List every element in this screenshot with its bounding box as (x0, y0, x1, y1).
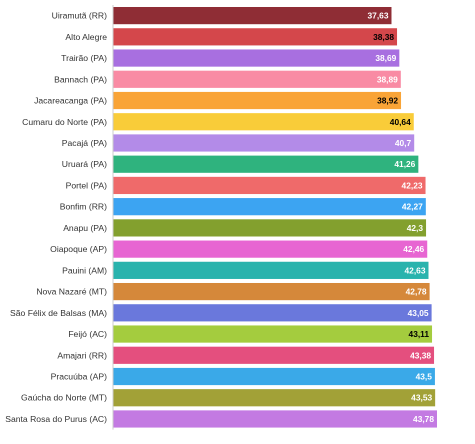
category-label: Oiapoque (AP) (50, 244, 107, 254)
value-label: 42,63 (405, 265, 426, 275)
value-label: 38,38 (373, 32, 394, 42)
value-label: 43,05 (408, 308, 429, 318)
bar (113, 389, 436, 407)
category-label: Amajari (RR) (57, 350, 107, 360)
bar (113, 325, 433, 343)
value-label: 41,26 (394, 159, 415, 169)
value-label: 43,11 (409, 329, 430, 339)
bar (113, 346, 435, 364)
category-label: Cumaru do Norte (PA) (22, 117, 107, 127)
value-label: 43,38 (410, 350, 431, 360)
category-label: Bannach (PA) (54, 74, 107, 84)
value-label: 37,63 (368, 11, 389, 21)
bar (113, 282, 430, 301)
value-label: 38,89 (377, 74, 398, 84)
category-label: Pauini (AM) (62, 265, 107, 275)
bar (113, 28, 398, 46)
bar (113, 198, 426, 216)
category-label: Gaúcha do Norte (MT) (21, 393, 107, 403)
category-label: Nova Nazaré (MT) (36, 287, 107, 297)
value-label: 42,46 (403, 244, 424, 254)
value-label: 38,69 (375, 53, 396, 63)
category-label: Pracuúba (AP) (51, 372, 108, 382)
bar (113, 91, 402, 110)
bar (113, 240, 428, 258)
bar (113, 7, 392, 25)
bar (113, 155, 419, 173)
value-label: 42,23 (402, 180, 423, 190)
value-label: 42,27 (402, 202, 423, 212)
bar (113, 261, 429, 279)
value-label: 43,5 (416, 372, 433, 382)
bar (113, 113, 414, 131)
bar (113, 176, 426, 195)
category-label: São Félix de Balsas (MA) (10, 308, 107, 318)
value-label: 42,3 (407, 223, 424, 233)
value-label: 42,78 (406, 287, 427, 297)
category-label: Portel (PA) (66, 180, 108, 190)
category-label: Uiramutã (RR) (52, 11, 108, 21)
value-label: 38,92 (377, 96, 398, 106)
bar (113, 70, 401, 88)
value-label: 40,7 (395, 138, 412, 148)
category-label: Jacareacanga (PA) (34, 96, 107, 106)
bar (113, 410, 437, 428)
value-label: 40,64 (390, 117, 411, 127)
value-label: 43,78 (413, 414, 434, 424)
bar (113, 134, 415, 152)
category-label: Anapu (PA) (63, 223, 107, 233)
category-label: Uruará (PA) (62, 159, 107, 169)
value-label: 43,53 (411, 393, 432, 403)
category-label: Feijó (AC) (68, 329, 107, 339)
category-label: Pacajá (PA) (62, 138, 107, 148)
category-label: Alto Alegre (65, 32, 107, 42)
bar (113, 304, 432, 322)
category-label: Bonfim (RR) (60, 202, 107, 212)
category-label: Santa Rosa do Purus (AC) (5, 414, 107, 424)
bar (113, 219, 427, 237)
bar (113, 367, 435, 386)
category-label: Trairão (PA) (61, 53, 107, 63)
bar (113, 49, 400, 67)
